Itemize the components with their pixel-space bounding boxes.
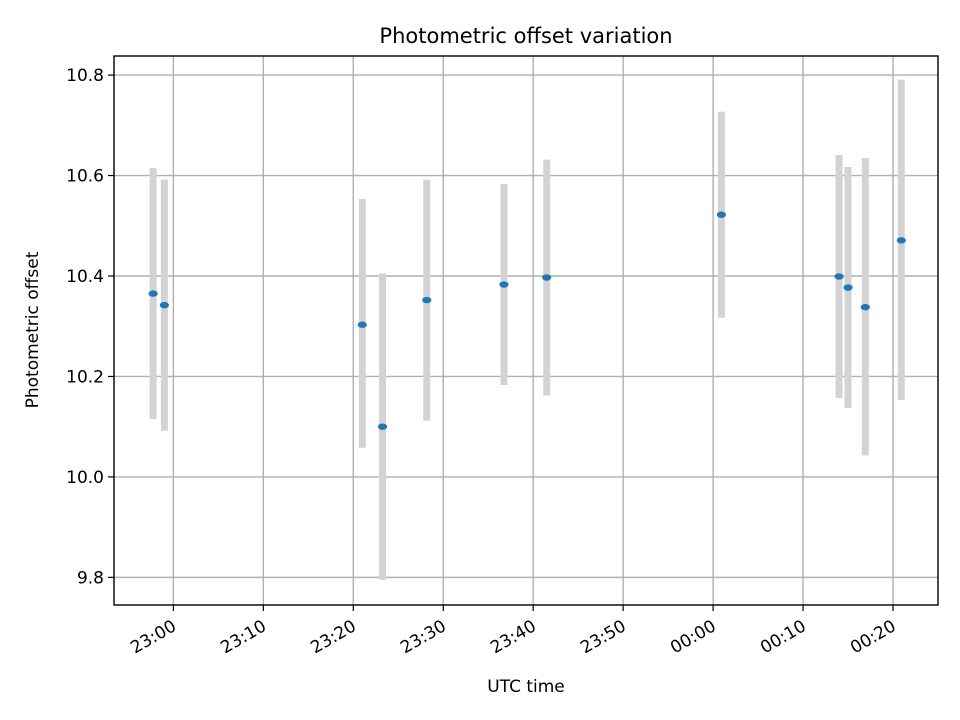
y-tick-label: 10.4 bbox=[66, 267, 104, 287]
chart-title: Photometric offset variation bbox=[379, 24, 672, 48]
data-point bbox=[159, 301, 169, 309]
data-point bbox=[377, 423, 388, 430]
plot-area bbox=[148, 79, 906, 580]
x-axis-label: UTC time bbox=[487, 677, 565, 697]
y-axis-label: Photometric offset bbox=[23, 251, 43, 408]
y-tick-label: 10.2 bbox=[66, 367, 104, 387]
data-point bbox=[843, 284, 853, 291]
data-point bbox=[422, 296, 432, 304]
y-tick-label: 10.8 bbox=[66, 66, 104, 86]
data-point bbox=[499, 281, 509, 288]
y-tick-label: 9.8 bbox=[77, 568, 104, 588]
y-tick-label: 10.0 bbox=[66, 468, 104, 488]
data-point bbox=[148, 290, 158, 297]
data-point bbox=[834, 273, 844, 280]
y-tick-label: 10.6 bbox=[66, 167, 104, 187]
data-point bbox=[357, 321, 367, 328]
data-point bbox=[860, 303, 870, 311]
grid bbox=[114, 56, 938, 605]
data-point bbox=[896, 237, 906, 244]
axes-frame bbox=[113, 55, 939, 606]
data-point bbox=[716, 211, 726, 218]
data-point bbox=[542, 274, 552, 281]
